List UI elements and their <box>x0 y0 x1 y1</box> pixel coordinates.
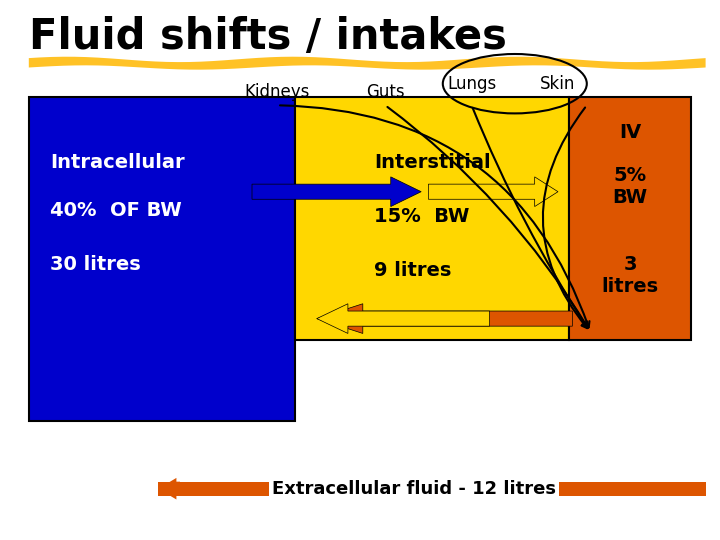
Text: 3
litres: 3 litres <box>601 255 659 296</box>
Bar <box>295 97 569 340</box>
FancyArrow shape <box>529 478 551 500</box>
Text: Extracellular fluid - 12 litres: Extracellular fluid - 12 litres <box>272 480 556 498</box>
Text: IV: IV <box>619 123 641 142</box>
FancyArrow shape <box>428 177 558 206</box>
Bar <box>569 97 691 340</box>
Text: 9 litres: 9 litres <box>374 260 451 280</box>
Text: 40%  OF BW: 40% OF BW <box>50 201 182 220</box>
FancyArrow shape <box>317 303 572 333</box>
Text: Kidneys: Kidneys <box>245 83 310 101</box>
Bar <box>29 97 295 421</box>
Text: Skin: Skin <box>540 75 576 93</box>
FancyArrow shape <box>158 478 180 500</box>
Polygon shape <box>29 57 706 70</box>
Text: Intracellular: Intracellular <box>50 152 185 172</box>
Text: 15%  BW: 15% BW <box>374 206 469 226</box>
Bar <box>158 482 706 496</box>
Text: 5%
BW: 5% BW <box>613 166 647 207</box>
Text: 30 litres: 30 litres <box>50 255 141 274</box>
Text: Guts: Guts <box>366 83 405 101</box>
FancyArrow shape <box>252 177 421 206</box>
Text: Lungs: Lungs <box>447 75 496 93</box>
Text: Interstitial: Interstitial <box>374 152 491 172</box>
Text: Fluid shifts / intakes: Fluid shifts / intakes <box>29 16 507 58</box>
FancyArrow shape <box>317 303 490 333</box>
